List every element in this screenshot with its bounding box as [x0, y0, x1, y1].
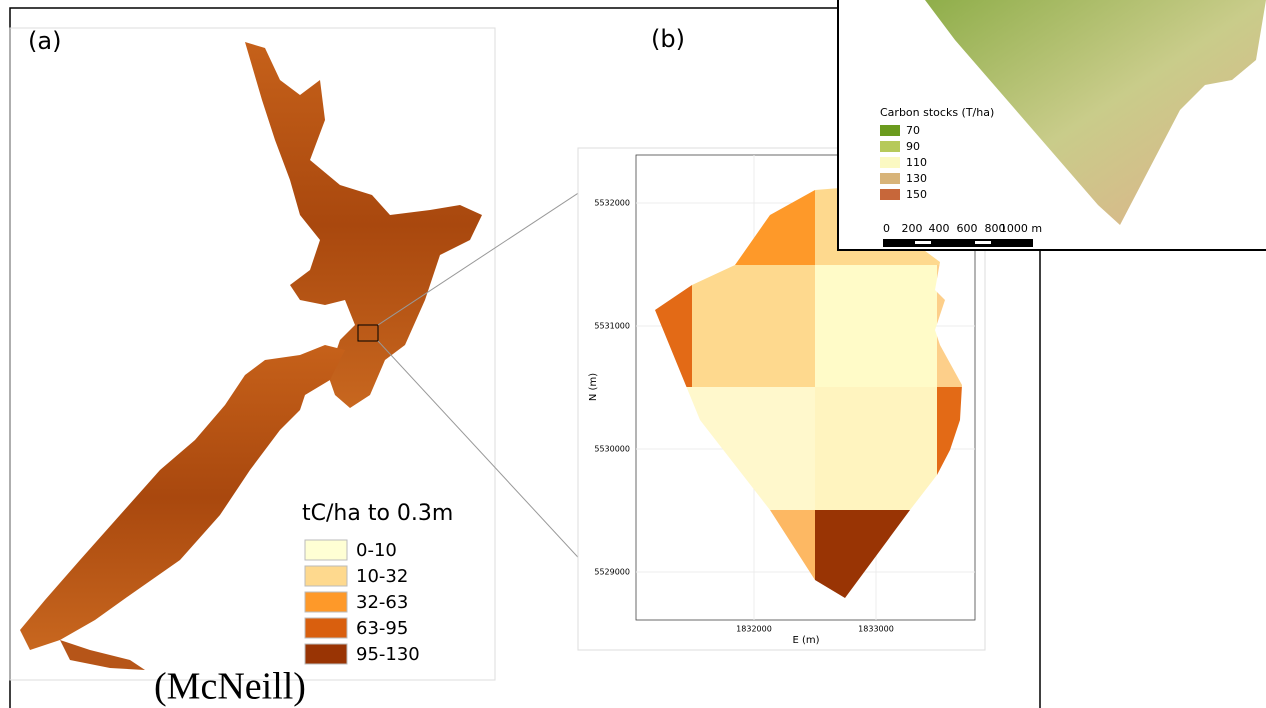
- scale-label: 200: [902, 222, 923, 235]
- north-island: [245, 42, 482, 408]
- y-tick-label: 5530000: [594, 445, 630, 454]
- terrain-map: [925, 0, 1266, 225]
- legend-swatch: [304, 617, 348, 639]
- south-island-tip: [60, 640, 145, 670]
- scale-bar: [883, 239, 1033, 247]
- legend-swatch: [880, 157, 900, 168]
- cell: [692, 265, 815, 387]
- credit: (McNeill): [154, 666, 306, 708]
- panel-a-label: (a): [28, 27, 61, 55]
- legend-swatch: [880, 125, 900, 136]
- x-axis-label: E (m): [792, 635, 819, 646]
- legend-label: 63-95: [356, 618, 408, 639]
- legend-title: tC/ha to 0.3m: [302, 501, 453, 526]
- study-area-box: [357, 324, 379, 342]
- legend-swatch: [880, 141, 900, 152]
- legend-label: 10-32: [356, 566, 408, 587]
- cell: [815, 265, 937, 387]
- scale-label: 800: [985, 222, 1006, 235]
- legend-label: 110: [906, 156, 927, 169]
- panel-a-frame: [9, 27, 496, 681]
- legend-swatch: [880, 173, 900, 184]
- y-tick-label: 5532000: [594, 199, 630, 208]
- legend-label: 0-10: [356, 540, 397, 561]
- y-tick-label: 5531000: [594, 322, 630, 331]
- legend-label: 95-130: [356, 644, 420, 665]
- x-tick-label: 1832000: [736, 625, 772, 634]
- legend-label: 150: [906, 188, 927, 201]
- legend-swatch: [304, 591, 348, 613]
- legend-swatch: [880, 189, 900, 200]
- y-axis-label: N (m): [588, 373, 599, 401]
- legend-swatch: [304, 539, 348, 561]
- legend-label: 32-63: [356, 592, 408, 613]
- legend-label: 90: [906, 140, 920, 153]
- legend-label: 70: [906, 124, 920, 137]
- south-island: [20, 345, 345, 650]
- scale-bar-segment: [975, 241, 991, 244]
- y-tick-label: 5529000: [594, 568, 630, 577]
- cell: [815, 387, 937, 510]
- scale-label: 1000 m: [1000, 222, 1042, 235]
- scale-label: 0: [883, 222, 890, 235]
- x-tick-label: 1833000: [858, 625, 894, 634]
- panel-b-label: (b): [651, 25, 685, 53]
- legend-swatch: [304, 565, 348, 587]
- scale-label: 400: [929, 222, 950, 235]
- legend-swatch: [304, 643, 348, 665]
- inset-legend-title: Carbon stocks (T/ha): [880, 106, 994, 119]
- legend-label: 130: [906, 172, 927, 185]
- scale-label: 600: [957, 222, 978, 235]
- scale-bar-segment: [915, 241, 931, 244]
